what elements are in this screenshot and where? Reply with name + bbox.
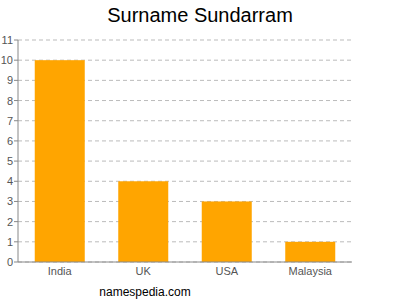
y-tick-label: 10	[1, 54, 13, 66]
bar	[35, 60, 85, 262]
y-tick-label: 0	[7, 256, 13, 268]
bars	[35, 60, 336, 262]
y-tick	[14, 262, 18, 263]
y-tick-label: 7	[7, 115, 13, 127]
y-tick	[14, 80, 18, 81]
y-tick-label: 8	[7, 95, 13, 107]
bar	[118, 181, 168, 262]
x-tick-label: Malaysia	[289, 265, 333, 277]
y-tick	[14, 60, 18, 61]
y-tick-label: 3	[7, 195, 13, 207]
y-tick-label: 4	[7, 175, 13, 187]
y-tick-label: 2	[7, 216, 13, 228]
x-tick-label: India	[48, 265, 73, 277]
y-tick	[14, 221, 18, 222]
title: Surname Sundarram	[107, 4, 293, 26]
y-tick	[14, 140, 18, 141]
bar	[285, 242, 335, 262]
y-tick	[14, 40, 18, 41]
y-tick-label: 9	[7, 74, 13, 86]
y-tick-label: 1	[7, 236, 13, 248]
y-tick	[14, 181, 18, 182]
bar	[202, 201, 252, 262]
y-tick	[14, 120, 18, 121]
x-tick-label: USA	[215, 265, 238, 277]
grid-line	[18, 40, 352, 41]
y-tick-label: 11	[2, 34, 13, 46]
x-axis	[18, 262, 352, 263]
y-tick-label: 5	[7, 155, 13, 167]
y-tick	[14, 241, 18, 242]
y-tick	[14, 100, 18, 101]
annotation: namespedia.com	[99, 285, 190, 299]
chart: Surname Sundarram 0 1 2 3 4 5 6 7 8 9 10 11 India UK US…	[0, 0, 400, 300]
y-axis	[18, 40, 19, 262]
x-tick-label: UK	[136, 265, 152, 277]
y-tick-label: 6	[7, 135, 13, 147]
y-tick	[14, 201, 18, 202]
grid-line	[18, 262, 352, 263]
y-tick	[14, 161, 18, 162]
